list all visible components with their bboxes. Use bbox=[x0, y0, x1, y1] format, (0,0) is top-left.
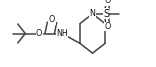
Text: N: N bbox=[90, 9, 95, 18]
Text: O: O bbox=[105, 0, 111, 5]
Text: S: S bbox=[103, 9, 109, 19]
Text: O: O bbox=[49, 15, 55, 24]
Text: O: O bbox=[36, 29, 42, 38]
Text: O: O bbox=[105, 22, 111, 31]
Text: NH: NH bbox=[56, 29, 68, 38]
